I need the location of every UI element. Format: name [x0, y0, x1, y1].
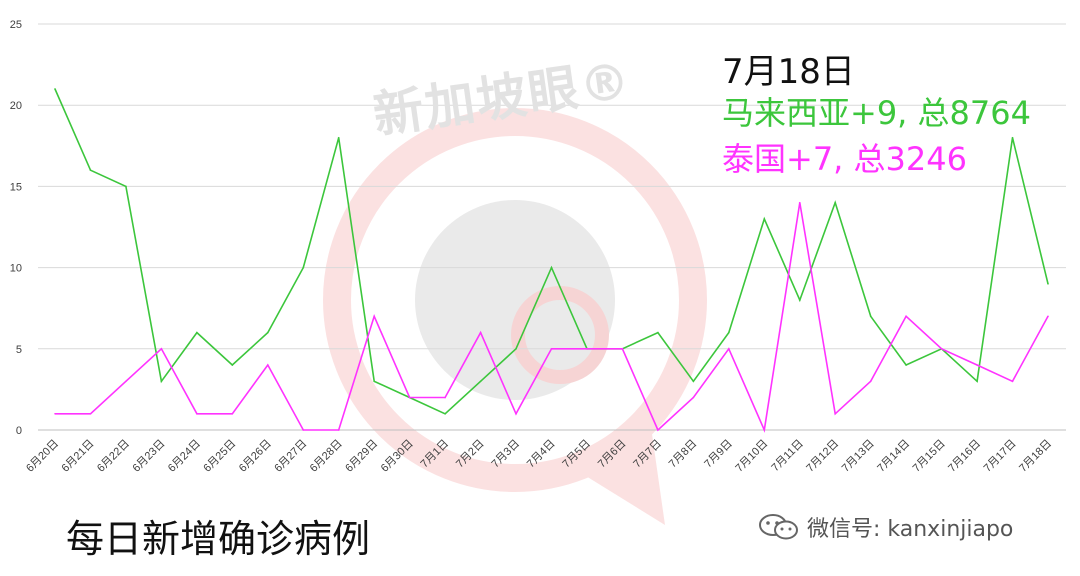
- series-1-point: [89, 169, 92, 171]
- series-1-point: [798, 299, 801, 301]
- series-2-point: [1011, 380, 1014, 383]
- y-tick-label: 10: [10, 263, 22, 275]
- series-1-point: [515, 348, 517, 350]
- series-2-point: [54, 412, 56, 415]
- series-2-point: [160, 348, 163, 350]
- x-tick-label: 6月24日: [166, 438, 203, 475]
- x-tick-label: 7月18日: [1017, 438, 1054, 475]
- x-tick-label: 7月9日: [702, 438, 735, 471]
- annotation-date: 7月18日: [722, 52, 855, 92]
- series-2-point: [728, 348, 730, 350]
- series-2-point: [373, 315, 375, 318]
- chart-caption: 每日新增确诊病例: [66, 517, 371, 561]
- series-1-point: [692, 380, 695, 383]
- x-tick-label: 6月28日: [308, 438, 345, 475]
- series-1-point: [479, 380, 482, 383]
- annotation-series1: 马来西亚+9, 总8764: [722, 94, 1031, 132]
- series-2-point: [905, 315, 907, 318]
- x-tick-label: 7月14日: [875, 438, 912, 475]
- x-tick-label: 6月20日: [24, 438, 61, 475]
- wechat-icon: [759, 514, 798, 540]
- series-1-point: [54, 88, 56, 90]
- series-2-point: [550, 348, 553, 350]
- series-2-point: [444, 396, 446, 399]
- wechat-badge: 微信号: kanxinjiapo: [757, 512, 1013, 542]
- series-1-point: [657, 331, 659, 334]
- annotation-series2: 泰国+7, 总3246: [722, 140, 967, 178]
- x-tick-label: 6月22日: [95, 438, 132, 475]
- y-tick-label: 15: [10, 181, 22, 193]
- x-tick-label: 7月13日: [840, 438, 877, 475]
- series-1-point: [125, 185, 127, 188]
- series-2-point: [196, 412, 198, 415]
- series-1-point: [834, 201, 837, 204]
- series-1-point: [373, 380, 375, 383]
- series-1-point: [444, 412, 446, 415]
- series-1-point: [160, 380, 163, 383]
- series-2-point: [834, 412, 837, 415]
- series-1-point: [869, 315, 872, 318]
- x-tick-label: 6月27日: [272, 438, 309, 475]
- series-2-point: [869, 380, 872, 383]
- series-1-point: [550, 266, 553, 269]
- x-tick-label: 7月11日: [769, 438, 805, 474]
- series-1-point: [337, 136, 340, 139]
- y-tick-label: 0: [16, 425, 22, 437]
- series-1-point: [231, 364, 234, 366]
- wechat-id: 微信号: kanxinjiapo: [807, 517, 1014, 542]
- series-2-point: [89, 412, 92, 415]
- x-tick-label: 7月16日: [946, 438, 983, 475]
- series-2-point: [302, 429, 305, 431]
- series-2-point: [479, 331, 482, 334]
- series-2-point: [976, 364, 978, 366]
- series-2-point: [515, 412, 517, 415]
- x-tick-label: 6月23日: [130, 438, 167, 475]
- x-tick-label: 7月15日: [911, 438, 948, 475]
- series-1-point: [302, 266, 305, 269]
- series-2-point: [940, 348, 943, 350]
- x-tick-label: 6月29日: [343, 438, 380, 475]
- series-2-point: [337, 429, 340, 431]
- series-2-point: [125, 380, 127, 383]
- x-tick-label: 7月17日: [982, 438, 1019, 475]
- series-2-point: [798, 201, 801, 204]
- x-tick-label: 7月8日: [667, 438, 700, 471]
- series-2-point: [231, 412, 234, 415]
- series-2-point: [408, 396, 411, 399]
- x-tick-label: 6月26日: [237, 438, 274, 475]
- series-2-point: [692, 396, 695, 399]
- x-tick-label: 7月12日: [804, 438, 841, 475]
- y-tick-label: 20: [10, 100, 22, 112]
- watermark-logo: [323, 108, 707, 525]
- y-tick-label: 25: [10, 19, 22, 31]
- series-1-point: [905, 364, 907, 366]
- y-tick-label: 5: [16, 344, 22, 356]
- series-1-point: [1011, 136, 1014, 139]
- series-1-point: [728, 331, 730, 334]
- x-tick-label: 6月21日: [60, 438, 97, 475]
- series-1-point: [266, 331, 269, 334]
- series-2-point: [621, 348, 624, 350]
- x-tick-label: 7月10日: [733, 438, 770, 475]
- series-1-point: [196, 331, 198, 334]
- series-2-point: [1047, 315, 1049, 318]
- series-2-point: [266, 364, 269, 366]
- x-tick-label: 6月25日: [201, 438, 238, 475]
- series-1-point: [763, 218, 766, 220]
- series-2-point: [657, 429, 659, 431]
- series-1-point: [1047, 283, 1049, 285]
- series-1-point: [976, 380, 978, 383]
- series-2-point: [586, 348, 588, 350]
- series-2-point: [763, 429, 766, 431]
